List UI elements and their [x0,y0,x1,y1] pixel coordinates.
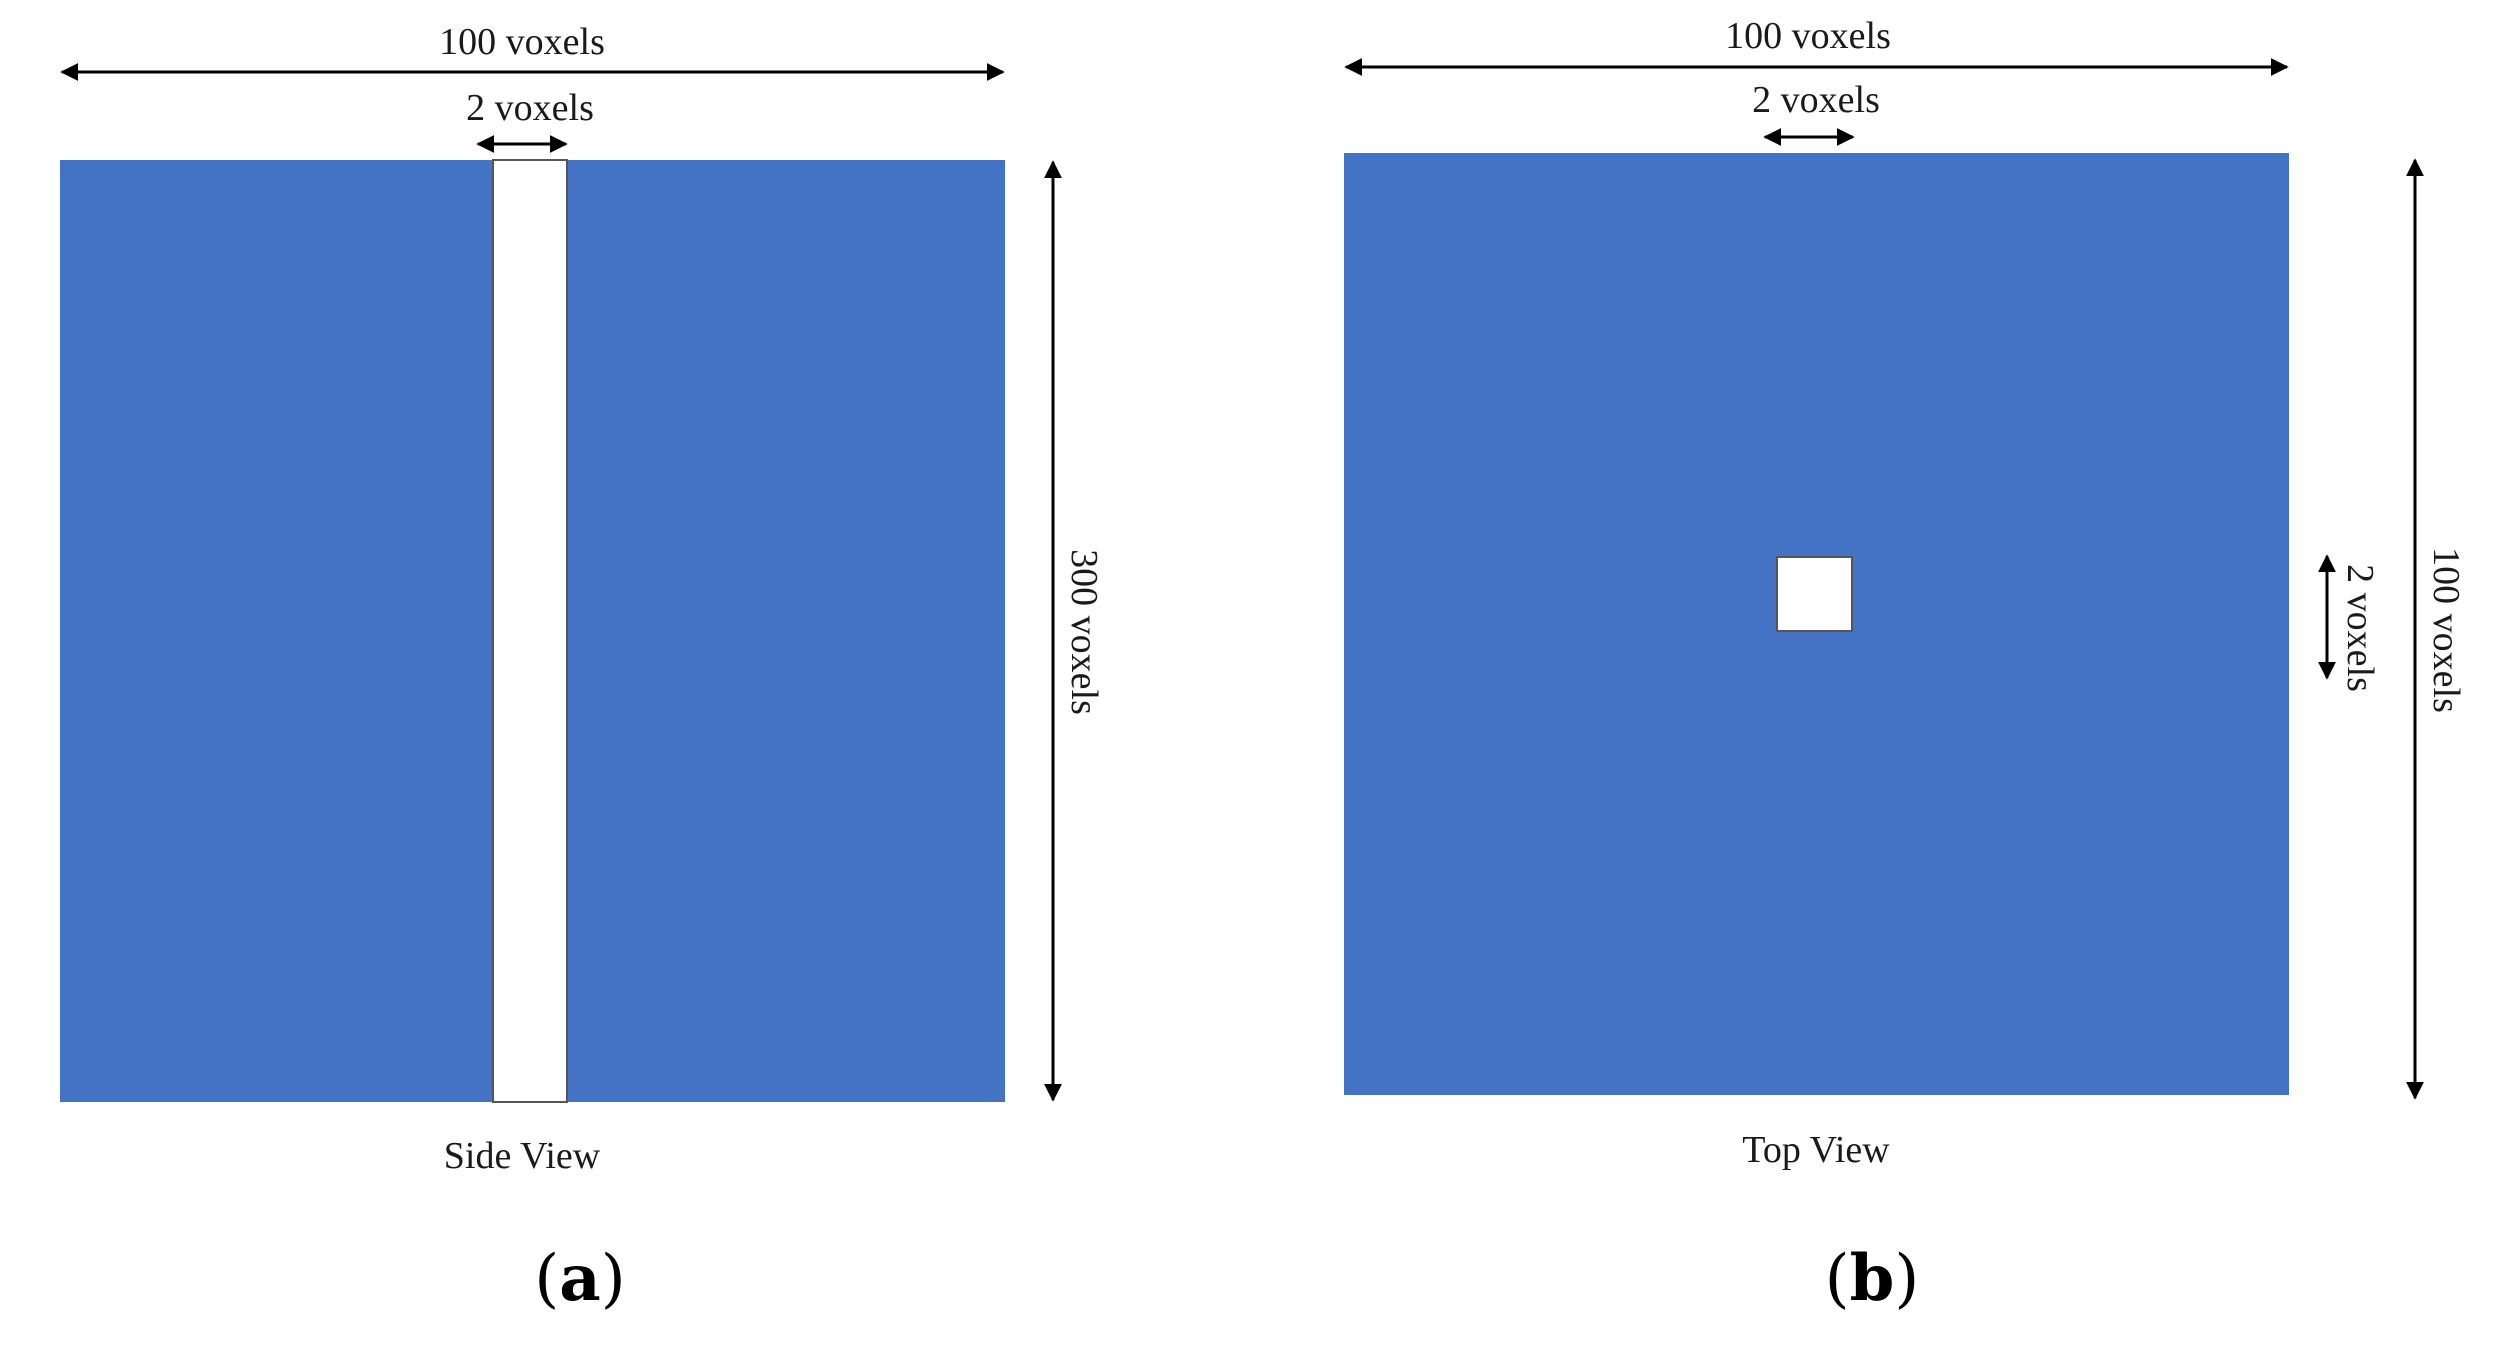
panel-label-a: (a) [534,1241,625,1316]
top-view-height-label: 100 voxels [2425,547,2467,713]
top-view-hole-height-label: 2 voxels [2339,564,2381,692]
side-view-caption: Side View [444,1135,601,1177]
side-view-width-label: 100 voxels [439,21,605,63]
top-view-caption: Top View [1742,1129,1890,1171]
top-view-hole-width-label: 2 voxels [1752,79,1880,121]
panel-a-side-view: 100 voxels 2 voxels 300 voxels Side View… [60,21,1105,1316]
panel-b-top-view: 100 voxels 2 voxels 2 voxels 100 voxels … [1344,15,2467,1316]
panel-label-b: (b) [1825,1241,1920,1316]
side-view-hole-width-label: 2 voxels [466,87,594,129]
panel-label-a-letter: a [559,1241,600,1316]
top-view-width-label: 100 voxels [1725,15,1891,57]
panel-label-b-letter: b [1850,1241,1895,1316]
side-view-hole-channel [492,159,568,1103]
side-view-height-label: 300 voxels [1063,549,1105,715]
top-view-hole-square [1776,556,1853,632]
